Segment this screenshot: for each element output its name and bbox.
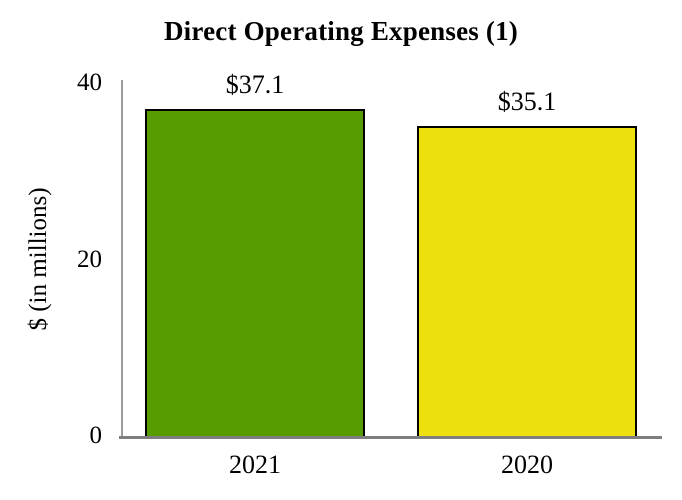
chart-title: Direct Operating Expenses (1) xyxy=(163,16,518,46)
y-tick-label: 20 xyxy=(77,245,102,273)
bar-2021 xyxy=(145,109,365,438)
y-tick-label: 0 xyxy=(89,422,103,449)
y-axis-line xyxy=(121,80,123,438)
bar-value-label: $35.1 xyxy=(497,87,557,116)
bar-value-label: $37.1 xyxy=(225,70,285,99)
x-category-label: 2021 xyxy=(229,450,281,479)
x-axis-line xyxy=(119,436,662,439)
y-tick-label: 40 xyxy=(77,69,102,96)
x-category-label: 2020 xyxy=(501,450,553,479)
bar-2020 xyxy=(417,126,637,438)
